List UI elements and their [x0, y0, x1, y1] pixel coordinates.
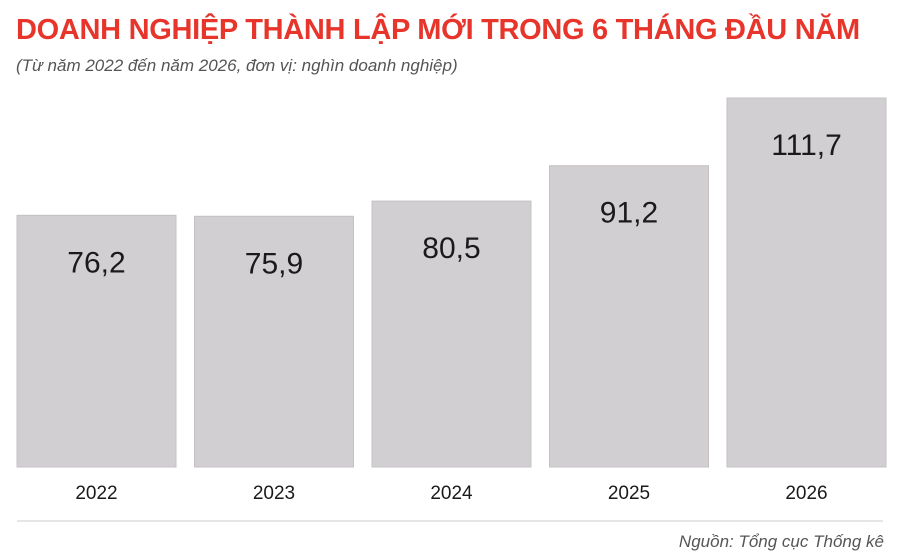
x-tick-label-2023: 2023	[253, 483, 295, 504]
bar-2023	[194, 215, 354, 468]
x-tick-label-2024: 2024	[430, 483, 473, 504]
chart-title: DOANH NGHIỆP THÀNH LẬP MỚI TRONG 6 THÁNG…	[16, 14, 860, 46]
value-label-2024: 80,5	[422, 232, 480, 265]
x-tick-label-2022: 2022	[75, 483, 117, 504]
value-label-2023: 75,9	[245, 247, 303, 280]
bar-2025	[549, 165, 709, 468]
bar-2024	[371, 200, 532, 468]
source-note: Nguồn: Tổng cục Thống kê	[678, 532, 884, 551]
value-label-2022: 76,2	[67, 246, 125, 279]
x-tick-label-2025: 2025	[608, 483, 650, 504]
bar-2022	[16, 214, 177, 468]
x-tick-label-2026: 2026	[785, 483, 827, 504]
value-label-2026: 111,7	[771, 129, 842, 162]
chart-subtitle: (Từ năm 2022 đến năm 2026, đơn vị: nghìn…	[16, 56, 458, 75]
bar-2026	[726, 97, 887, 468]
value-label-2025: 91,2	[600, 197, 658, 230]
